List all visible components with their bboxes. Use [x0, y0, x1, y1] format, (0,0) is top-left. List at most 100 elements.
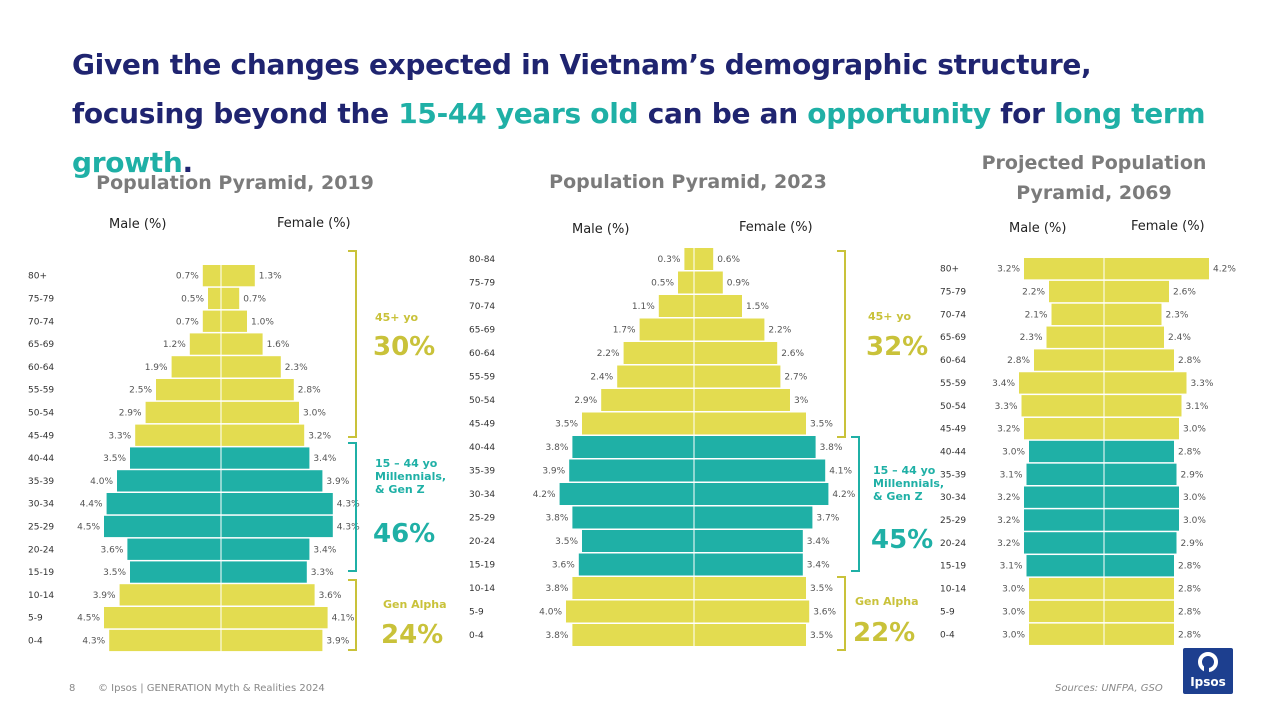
tick-label: 80+ [940, 265, 959, 275]
tick-label: 45-49 [940, 425, 966, 435]
tick-label: 50-54 [28, 408, 54, 418]
value-label-female: 4.1% [829, 467, 852, 477]
bar-female-5-9 [694, 600, 810, 623]
bar-female-55-59 [1104, 372, 1187, 394]
value-label-male: 2.9% [574, 396, 597, 406]
bar-male-75-79 [678, 271, 694, 294]
value-label-female: 3.3% [1191, 379, 1214, 389]
bar-male-5-9 [1029, 600, 1104, 623]
group-percentage: 24% [381, 620, 443, 650]
value-label-female: 4.2% [832, 490, 855, 500]
value-label-female: 4.2% [1213, 265, 1236, 275]
bar-female-0-4 [694, 624, 806, 646]
tick-label: 5-9 [940, 607, 955, 617]
value-label-female: 2.6% [781, 349, 804, 359]
value-label-female: 2.6% [1173, 288, 1196, 298]
value-label-female: 3.6% [813, 608, 836, 618]
headline-part-4: . [182, 146, 193, 179]
bar-male-10-14 [1029, 577, 1104, 600]
tick-label: 70-74 [28, 317, 54, 327]
bar-female-25-29 [694, 506, 813, 529]
bar-male-30-34 [559, 483, 694, 505]
tick-label: 25-29 [940, 516, 966, 526]
tick-label: 60-64 [28, 363, 54, 373]
tick-label: 80+ [28, 272, 47, 282]
bar-female-70-74 [694, 295, 742, 317]
bar-female-80-84 [694, 248, 714, 270]
bar-female-30-34 [694, 483, 829, 505]
bar-male-45-49 [582, 412, 694, 435]
bar-female-15-19 [221, 561, 307, 583]
sources: Sources: UNFPA, GSO [1055, 683, 1163, 694]
bar-male-0-4 [109, 629, 221, 652]
value-label-female: 3.6% [319, 591, 342, 601]
tick-label: 20-24 [28, 545, 54, 555]
value-label-male: 0.5% [181, 294, 204, 304]
bar-male-15-19 [130, 561, 221, 583]
tick-label: 45-49 [28, 431, 54, 441]
male-label-2069: Male (%) [1009, 221, 1067, 236]
value-label-female: 2.3% [285, 363, 308, 373]
value-label-female: 3.4% [313, 545, 336, 555]
value-label-female: 2.8% [1178, 447, 1201, 457]
tick-label: 50-54 [469, 396, 495, 406]
value-label-female: 2.4% [1168, 333, 1191, 343]
tick-label: 65-69 [940, 333, 966, 343]
headline-part-2: can be an [638, 97, 808, 130]
value-label-female: 1.6% [267, 340, 290, 350]
bar-female-30-34 [1104, 486, 1179, 508]
tick-label: 55-59 [940, 379, 966, 389]
tick-label: 5-9 [28, 614, 43, 624]
bar-male-25-29 [104, 515, 221, 538]
bar-male-65-69 [639, 318, 694, 341]
tick-label: 25-29 [469, 514, 495, 524]
chart-title-2023: Population Pyramid, 2023 [549, 171, 827, 193]
value-label-male: 0.5% [651, 279, 674, 289]
tick-label: 15-19 [940, 562, 966, 572]
bar-male-15-19 [1026, 555, 1104, 577]
value-label-female: 2.9% [1181, 539, 1204, 549]
bar-male-50-54 [145, 401, 221, 424]
tick-label: 10-14 [469, 584, 495, 594]
bar-male-70-74 [202, 310, 221, 332]
bar-male-80+ [1024, 258, 1104, 280]
headline-highlight-age: 15-44 years old [398, 97, 639, 130]
bar-male-55-59 [1019, 372, 1104, 394]
value-label-male: 4.0% [539, 608, 562, 618]
value-label-male: 3.1% [1000, 470, 1023, 480]
tick-label: 40-44 [469, 443, 495, 453]
group-bracket [837, 250, 846, 438]
bar-female-20-24 [221, 538, 310, 560]
bar-male-10-14 [572, 577, 694, 599]
tick-label: 5-9 [469, 608, 484, 618]
bar-female-60-64 [694, 342, 778, 364]
value-label-female: 2.8% [1178, 356, 1201, 366]
tick-label: 55-59 [28, 386, 54, 396]
tick-label: 45-49 [469, 420, 495, 430]
tick-label: 30-34 [28, 500, 54, 510]
value-label-female: 4.3% [337, 522, 360, 532]
value-label-female: 0.7% [243, 294, 266, 304]
bar-male-55-59 [617, 365, 694, 388]
bar-female-20-24 [694, 530, 803, 552]
group-label-line: & Gen Z [375, 483, 425, 496]
male-label-2019: Male (%) [109, 217, 167, 232]
value-label-female: 3.7% [816, 514, 839, 524]
bar-male-65-69 [1046, 326, 1104, 348]
value-label-male: 2.9% [119, 408, 142, 418]
value-label-female: 1.0% [251, 317, 274, 327]
value-label-male: 2.8% [1007, 356, 1030, 366]
value-label-female: 4.1% [332, 614, 355, 624]
bar-female-60-64 [221, 356, 281, 378]
group-bracket [837, 576, 846, 651]
value-label-female: 2.8% [298, 386, 321, 396]
bar-male-60-64 [1034, 349, 1104, 371]
value-label-male: 2.2% [1022, 288, 1045, 298]
group-bracket [348, 442, 357, 572]
bar-female-75-79 [694, 271, 723, 294]
group-percentage: 22% [853, 618, 915, 648]
bar-female-5-9 [1104, 600, 1174, 623]
bar-female-65-69 [1104, 326, 1164, 348]
bar-female-10-14 [694, 577, 806, 599]
bar-female-45-49 [221, 424, 305, 446]
